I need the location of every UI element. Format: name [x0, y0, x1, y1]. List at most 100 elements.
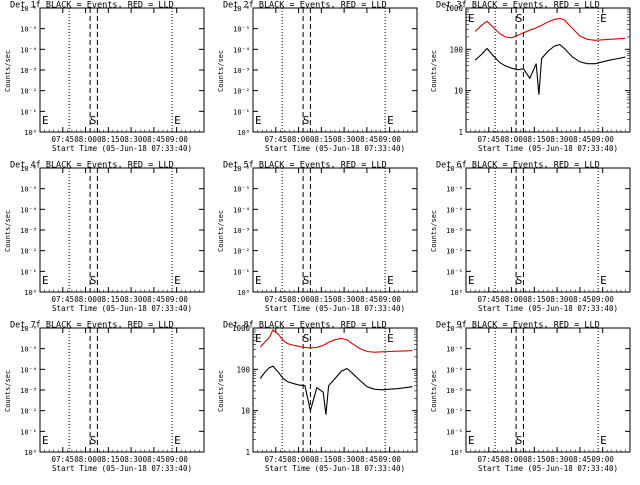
- x-tick-label: 08:30: [546, 135, 569, 144]
- x-axis-label: Start Time (05-Jun-18 07:33:40): [265, 144, 405, 153]
- x-tick-label: 08:30: [120, 295, 143, 304]
- y-tick-label: 10⁻²: [233, 88, 250, 96]
- x-tick-label: 08:45: [569, 295, 592, 304]
- x-tick-label: 08:00: [74, 135, 97, 144]
- end-marker-label: E: [600, 434, 607, 447]
- y-tick-label: 10⁻⁴: [446, 206, 463, 214]
- panel-title: Det 2f BLACK = Events, RED = LLD: [223, 1, 387, 11]
- x-tick-label: 09:00: [165, 135, 188, 144]
- x-tick-label: 07:45: [477, 295, 500, 304]
- x-tick-label: 08:00: [287, 295, 310, 304]
- detector-panel: Det 4f BLACK = Events, RED = LLD Counts/s…: [4, 161, 205, 313]
- panel-title: Det 5f BLACK = Events, RED = LLD: [223, 161, 387, 171]
- panel-title: Det 4f BLACK = Events, RED = LLD: [10, 161, 174, 171]
- y-tick-label: 10⁻⁴: [20, 46, 37, 54]
- y-tick-label: 10⁻⁶: [446, 165, 463, 173]
- start-marker-label: E: [255, 114, 262, 127]
- y-tick-label: 10⁻⁶: [233, 5, 250, 13]
- detector-panel: Det 6f BLACK = Events, RED = LLD Counts/s…: [430, 161, 631, 313]
- plot-frame: [465, 327, 631, 453]
- y-axis-label: Counts/sec: [4, 370, 12, 412]
- lld-rate-line: [474, 17, 626, 41]
- end-marker-label: E: [174, 434, 181, 447]
- x-tick-label: 07:45: [51, 455, 74, 464]
- y-tick-label: 10⁻⁴: [20, 366, 37, 374]
- plot-frame: [465, 167, 631, 293]
- x-tick-label: 09:00: [378, 295, 401, 304]
- y-axis-label: Counts/sec: [217, 210, 225, 252]
- x-tick-label: 08:45: [569, 135, 592, 144]
- x-tick-label: 07:45: [264, 455, 287, 464]
- x-axis-label: Start Time (05-Jun-18 07:33:40): [478, 144, 618, 153]
- y-tick-label: 100: [236, 365, 250, 374]
- saa-marker-label: S: [516, 274, 523, 287]
- x-tick-label: 09:00: [165, 295, 188, 304]
- y-tick-label: 100: [449, 45, 463, 54]
- end-marker-label: E: [600, 274, 607, 287]
- panel-title: Det 3f BLACK = Events, RED = LLD: [436, 1, 600, 11]
- x-tick-label: 08:45: [356, 295, 379, 304]
- panel-title: Det 8f BLACK = Events, RED = LLD: [223, 321, 387, 331]
- saa-marker-label: S: [90, 434, 97, 447]
- x-tick-label: 08:45: [356, 455, 379, 464]
- plot-frame: [39, 7, 205, 133]
- y-tick-label: 10⁻⁶: [20, 165, 37, 173]
- start-marker-label: E: [42, 434, 49, 447]
- y-tick-label: 10⁻²: [446, 408, 463, 416]
- x-axis-label: Start Time (05-Jun-18 07:33:40): [52, 304, 192, 313]
- saa-marker-label: S: [303, 332, 310, 345]
- y-axis-label: Counts/sec: [430, 50, 438, 92]
- saa-marker-label: S: [516, 12, 523, 25]
- x-tick-label: 08:15: [310, 135, 333, 144]
- plot-frame: [252, 327, 418, 453]
- end-marker-label: E: [600, 12, 607, 25]
- y-tick-label: 10⁻⁴: [233, 206, 250, 214]
- x-axis-label: Start Time (05-Jun-18 07:33:40): [478, 304, 618, 313]
- x-tick-label: 08:30: [333, 295, 356, 304]
- x-tick-label: 09:00: [591, 295, 614, 304]
- x-tick-label: 08:00: [500, 135, 523, 144]
- x-tick-label: 08:00: [74, 455, 97, 464]
- x-tick-label: 08:45: [569, 455, 592, 464]
- start-marker-label: E: [468, 12, 475, 25]
- y-tick-label: 10⁻¹: [446, 268, 463, 276]
- y-axis-label: Counts/sec: [430, 210, 438, 252]
- y-tick-label: 10⁻¹: [233, 108, 250, 116]
- x-axis-label: Start Time (05-Jun-18 07:33:40): [265, 464, 405, 473]
- saa-marker-label: S: [90, 114, 97, 127]
- start-marker-label: E: [468, 434, 475, 447]
- panel-title: Det 6f BLACK = Events, RED = LLD: [436, 161, 600, 171]
- x-tick-label: 07:45: [477, 135, 500, 144]
- x-axis-label: Start Time (05-Jun-18 07:33:40): [478, 464, 618, 473]
- y-axis-label: Counts/sec: [217, 50, 225, 92]
- x-tick-label: 08:30: [333, 455, 356, 464]
- x-tick-label: 08:45: [143, 135, 166, 144]
- start-marker-label: E: [255, 274, 262, 287]
- x-tick-label: 08:00: [500, 295, 523, 304]
- y-tick-label: 10⁻⁵: [20, 26, 37, 34]
- x-tick-label: 08:15: [97, 135, 120, 144]
- y-tick-label: 10⁻³: [20, 67, 37, 75]
- x-tick-label: 08:30: [333, 135, 356, 144]
- x-tick-label: 08:15: [97, 455, 120, 464]
- events-rate-line: [474, 43, 626, 95]
- y-tick-label: 10⁻¹: [233, 268, 250, 276]
- y-tick-label: 10⁻⁵: [20, 186, 37, 194]
- y-tick-label: 10⁻³: [233, 67, 250, 75]
- y-tick-label: 10⁻²: [20, 88, 37, 96]
- x-axis-label: Start Time (05-Jun-18 07:33:40): [52, 144, 192, 153]
- y-tick-label: 10⁻¹: [20, 268, 37, 276]
- events-rate-line: [259, 365, 413, 415]
- x-tick-label: 08:45: [143, 295, 166, 304]
- lld-rate-line: [259, 329, 413, 353]
- detector-panel: Det 1f BLACK = Events, RED = LLD Counts/s…: [4, 1, 205, 153]
- end-marker-label: E: [387, 332, 394, 345]
- y-tick-label: 10⁻⁵: [233, 186, 250, 194]
- x-tick-label: 08:30: [120, 455, 143, 464]
- y-tick-label: 10⁻⁶: [20, 5, 37, 13]
- start-marker-label: E: [255, 332, 262, 345]
- x-tick-label: 08:15: [310, 295, 333, 304]
- y-tick-label: 10⁻⁵: [446, 346, 463, 354]
- start-marker-label: E: [468, 274, 475, 287]
